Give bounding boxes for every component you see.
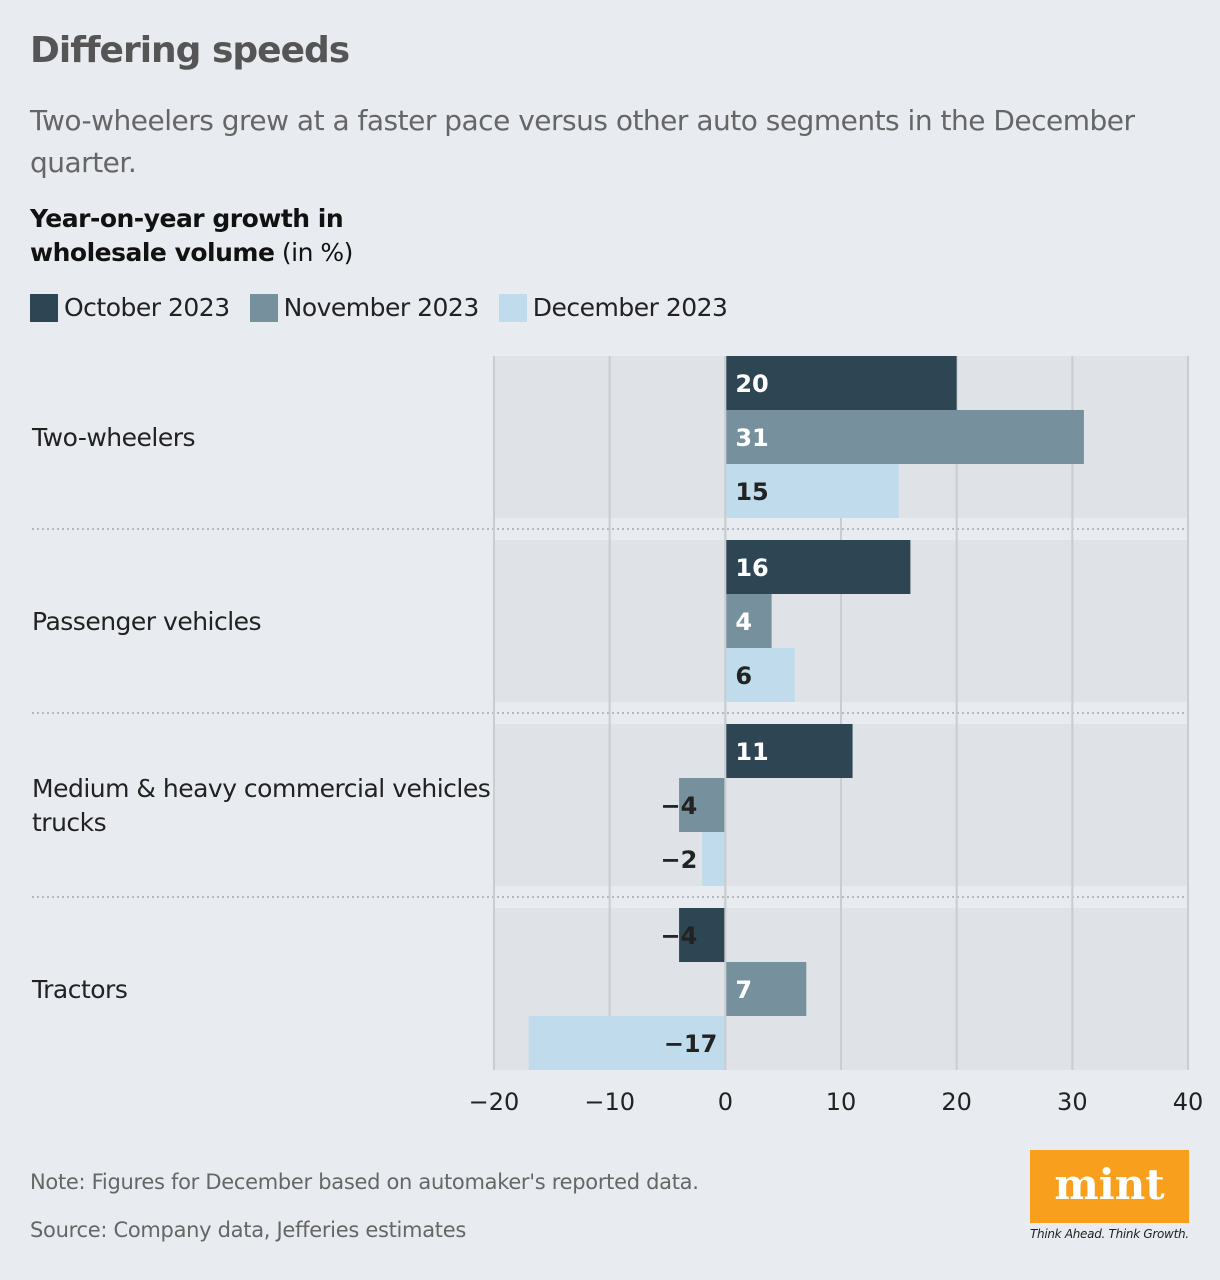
- data-label: −4: [661, 792, 698, 820]
- x-tick-label: 40: [1173, 1088, 1204, 1116]
- legend-swatch: [30, 293, 58, 322]
- bar: [725, 410, 1084, 464]
- note: Note: Figures for December based on auto…: [30, 1170, 699, 1194]
- bar: [725, 648, 795, 702]
- legend-item: October 2023: [30, 293, 230, 322]
- category-label: Two-wheelers: [31, 423, 195, 452]
- data-label: 15: [735, 478, 768, 506]
- bar: [725, 464, 899, 518]
- data-label: −4: [661, 922, 698, 950]
- bar: [725, 540, 911, 594]
- data-label: 7: [735, 976, 752, 1004]
- bar: [725, 594, 772, 648]
- data-label: 11: [735, 738, 768, 766]
- source: Source: Company data, Jefferies estimate…: [30, 1218, 466, 1242]
- legend-item: December 2023: [498, 293, 728, 322]
- bar-chart: −20 −10 0 10 20 30 40 Two-wheelers 20 31 15 Passeng…: [31, 356, 1204, 1116]
- x-tick-label: −20: [469, 1088, 520, 1116]
- data-label: 4: [735, 608, 752, 636]
- x-tick-label: 10: [826, 1088, 857, 1116]
- data-label: −2: [661, 846, 698, 874]
- bar: [725, 724, 853, 778]
- legend-swatch: [498, 293, 527, 322]
- legend-item: November 2023: [249, 293, 480, 322]
- legend-label: November 2023: [283, 293, 480, 322]
- legend-swatch: [249, 293, 278, 322]
- x-tick-label: 0: [718, 1088, 733, 1116]
- data-label: 20: [735, 370, 768, 398]
- data-label: 16: [735, 554, 768, 582]
- x-tick-label: 20: [941, 1088, 972, 1116]
- x-tick-label: 30: [1057, 1088, 1088, 1116]
- data-label: −17: [664, 1030, 718, 1058]
- bar: [679, 908, 726, 962]
- bar: [702, 832, 726, 886]
- chart-subtitle: Two-wheelers grew at a faster pace versu…: [30, 104, 1135, 179]
- bar: [725, 962, 807, 1016]
- mint-logo: mint: [1030, 1150, 1189, 1223]
- legend-label: December 2023: [532, 293, 728, 322]
- bar: [679, 778, 726, 832]
- chart-title: Differing speeds: [30, 30, 350, 71]
- heading-text: Year-on-year growth in wholesale volume: [30, 204, 344, 267]
- data-label: 6: [735, 662, 752, 690]
- chart-heading: Year-on-year growth in wholesale volume …: [30, 202, 360, 270]
- legend: October 2023 November 2023 December 2023: [30, 293, 728, 322]
- category-label: Tractors: [31, 975, 127, 1004]
- logo-tagline: Think Ahead. Think Growth.: [1030, 1227, 1189, 1241]
- category-label: Passenger vehicles: [32, 607, 261, 636]
- data-label: 31: [735, 424, 768, 452]
- bar: [725, 356, 957, 410]
- legend-label: October 2023: [64, 293, 230, 322]
- x-tick-label: −10: [584, 1088, 635, 1116]
- heading-unit: (in %): [281, 238, 354, 267]
- category-label: Medium & heavy commercial vehicles trucks: [32, 774, 490, 837]
- bar: [528, 1016, 726, 1070]
